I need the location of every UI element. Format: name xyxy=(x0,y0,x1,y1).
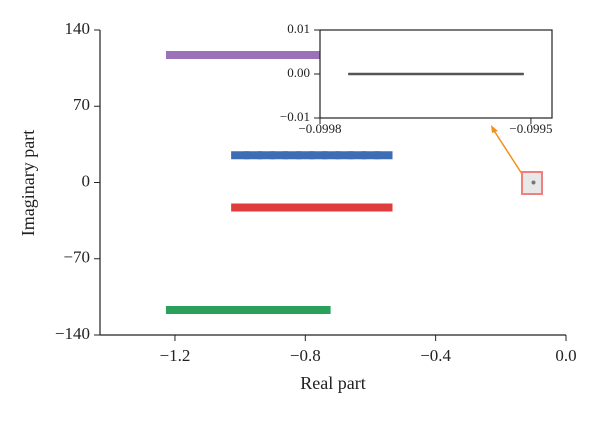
y-tick-label: −0.01 xyxy=(280,109,310,124)
point xyxy=(165,305,184,314)
point xyxy=(280,305,299,314)
point xyxy=(165,51,184,60)
point xyxy=(296,305,315,314)
y-tick-label: 0.00 xyxy=(287,65,310,80)
point xyxy=(263,51,282,60)
zoom-arrow xyxy=(492,128,523,175)
y-tick-label: 70 xyxy=(73,95,90,114)
point xyxy=(247,51,266,60)
point xyxy=(374,203,393,212)
x-tick-label: −1.2 xyxy=(160,346,191,365)
point xyxy=(312,305,331,314)
point xyxy=(531,180,536,185)
point xyxy=(374,151,393,160)
point xyxy=(231,51,250,60)
y-tick-label: −140 xyxy=(55,324,90,343)
x-tick-label: −0.4 xyxy=(420,346,451,365)
point xyxy=(231,305,250,314)
point xyxy=(263,305,282,314)
y-tick-label: 140 xyxy=(65,19,91,38)
y-tick-label: −70 xyxy=(63,248,90,267)
x-tick-label: −0.8 xyxy=(290,346,321,365)
x-tick-label: −0.0998 xyxy=(298,121,341,136)
point xyxy=(182,51,201,60)
point xyxy=(198,51,217,60)
point xyxy=(214,51,233,60)
y-axis-label: Imaginary part xyxy=(18,130,38,236)
x-tick-label: −0.0995 xyxy=(509,121,552,136)
point xyxy=(198,305,217,314)
point xyxy=(182,305,201,314)
y-tick-label: 0.01 xyxy=(287,21,310,36)
point xyxy=(247,305,266,314)
y-tick-label: 0 xyxy=(82,171,91,190)
point xyxy=(280,51,299,60)
arrow-head xyxy=(491,125,498,133)
x-axis-label: Real part xyxy=(300,373,365,393)
x-tick-label: 0.0 xyxy=(555,346,576,365)
point xyxy=(296,51,315,60)
point xyxy=(214,305,233,314)
